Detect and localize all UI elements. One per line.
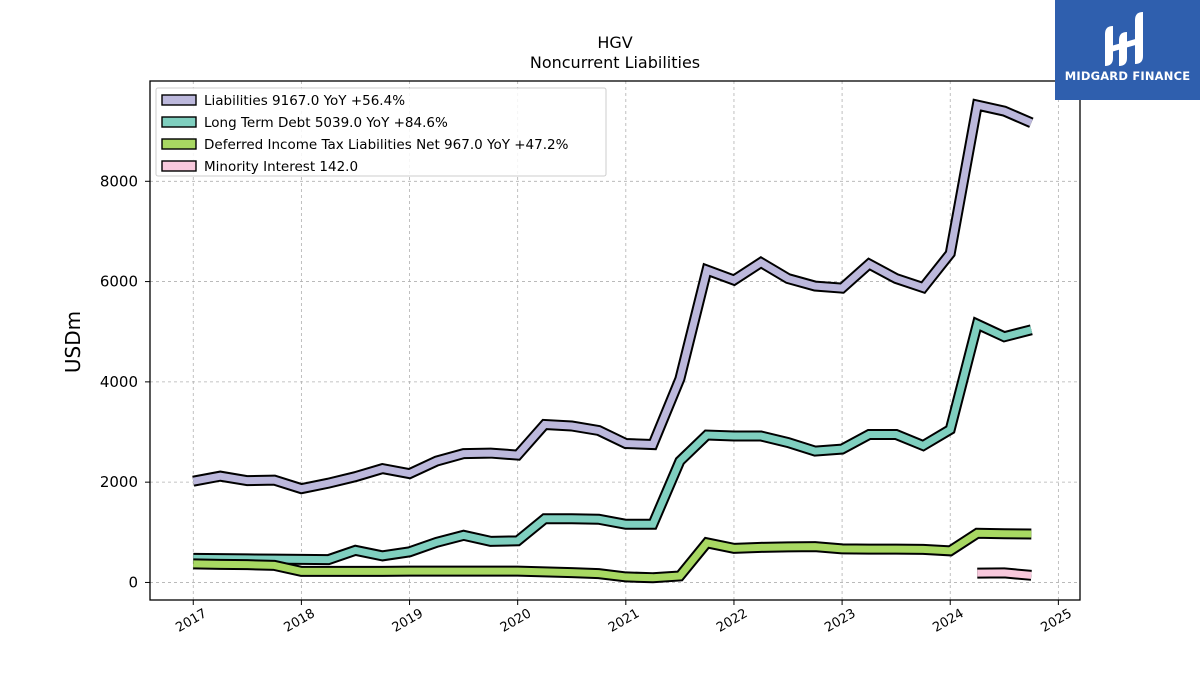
y-tick-label: 4000	[100, 373, 138, 391]
legend-label: Long Term Debt 5039.0 YoY +84.6%	[204, 115, 448, 131]
brand-name: MIDGARD FINANCE	[1064, 69, 1191, 83]
legend-swatch	[161, 94, 197, 106]
legend: Liabilities 9167.0 YoY +56.4% Long Term D…	[155, 87, 607, 177]
y-tick-label: 0	[128, 573, 138, 591]
brand-mark-icon	[1105, 12, 1143, 66]
brand-logo: MIDGARD FINANCE	[1055, 0, 1200, 100]
legend-swatch	[161, 116, 197, 128]
series-line-minority-interest	[977, 569, 1032, 579]
chart-title: HGV	[597, 33, 632, 52]
legend-label: Liabilities 9167.0 YoY +56.4%	[204, 93, 405, 109]
legend-label: Deferred Income Tax Liabilities Net 967.…	[204, 137, 569, 153]
y-tick-label: 2000	[100, 473, 138, 491]
legend-frame	[155, 87, 607, 177]
series-lines	[192, 98, 1034, 584]
plot-frame	[149, 80, 1081, 601]
series-line-liabilities	[192, 100, 1033, 493]
y-axis: 0 2000 4000 6000 8000	[100, 172, 150, 591]
series-line-deferred-income-tax-liabilities-net	[193, 529, 1032, 582]
series-line-long-term-debt	[193, 319, 1033, 564]
legend-swatch	[161, 160, 197, 172]
y-tick-label: 8000	[100, 172, 138, 190]
legend-swatch	[161, 138, 197, 150]
chart-subtitle: Noncurrent Liabilities	[530, 53, 700, 72]
legend-label: Minority Interest 142.0	[204, 159, 358, 175]
y-tick-label: 6000	[100, 273, 138, 291]
y-axis-label: USDm	[61, 311, 85, 373]
